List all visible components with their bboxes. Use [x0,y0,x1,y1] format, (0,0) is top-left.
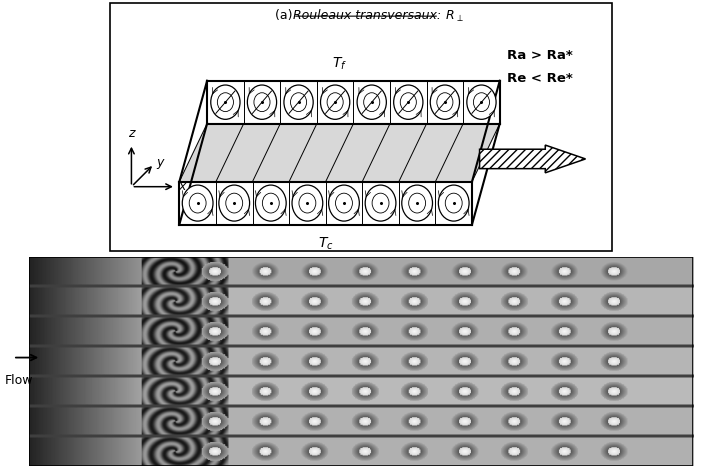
Ellipse shape [217,93,233,111]
Ellipse shape [474,93,490,111]
Ellipse shape [438,185,469,221]
Ellipse shape [327,93,343,111]
Ellipse shape [393,85,423,119]
Polygon shape [479,145,586,173]
Ellipse shape [357,85,386,119]
Ellipse shape [219,185,250,221]
Text: Ra > Ra*: Ra > Ra* [508,49,573,62]
Ellipse shape [401,185,432,221]
Ellipse shape [254,93,270,111]
Text: z: z [129,127,135,140]
Text: y: y [157,156,164,169]
Ellipse shape [299,193,316,213]
Text: $T_c$: $T_c$ [318,236,334,252]
Ellipse shape [467,85,496,119]
Ellipse shape [182,185,213,221]
Ellipse shape [226,193,243,213]
Ellipse shape [211,85,240,119]
Ellipse shape [248,85,277,119]
Ellipse shape [290,93,307,111]
Text: Re < Re*: Re < Re* [508,72,573,85]
Ellipse shape [400,93,417,111]
Ellipse shape [372,193,389,213]
Ellipse shape [189,193,206,213]
Ellipse shape [336,193,352,213]
Ellipse shape [430,85,459,119]
Text: Rouleaux transversaux:: Rouleaux transversaux: [293,9,441,22]
Text: (a): (a) [275,9,297,22]
Text: $T_f$: $T_f$ [332,55,347,72]
Ellipse shape [445,193,462,213]
Ellipse shape [409,193,425,213]
Text: x: x [178,180,186,193]
Ellipse shape [364,93,380,111]
Polygon shape [179,124,500,182]
Ellipse shape [262,193,279,213]
Ellipse shape [437,93,453,111]
Ellipse shape [321,85,349,119]
Ellipse shape [256,185,286,221]
Ellipse shape [329,185,360,221]
Ellipse shape [292,185,323,221]
Ellipse shape [284,85,313,119]
Text: $R_{\perp}$: $R_{\perp}$ [442,9,464,24]
Text: Flow: Flow [4,374,32,387]
Ellipse shape [365,185,396,221]
